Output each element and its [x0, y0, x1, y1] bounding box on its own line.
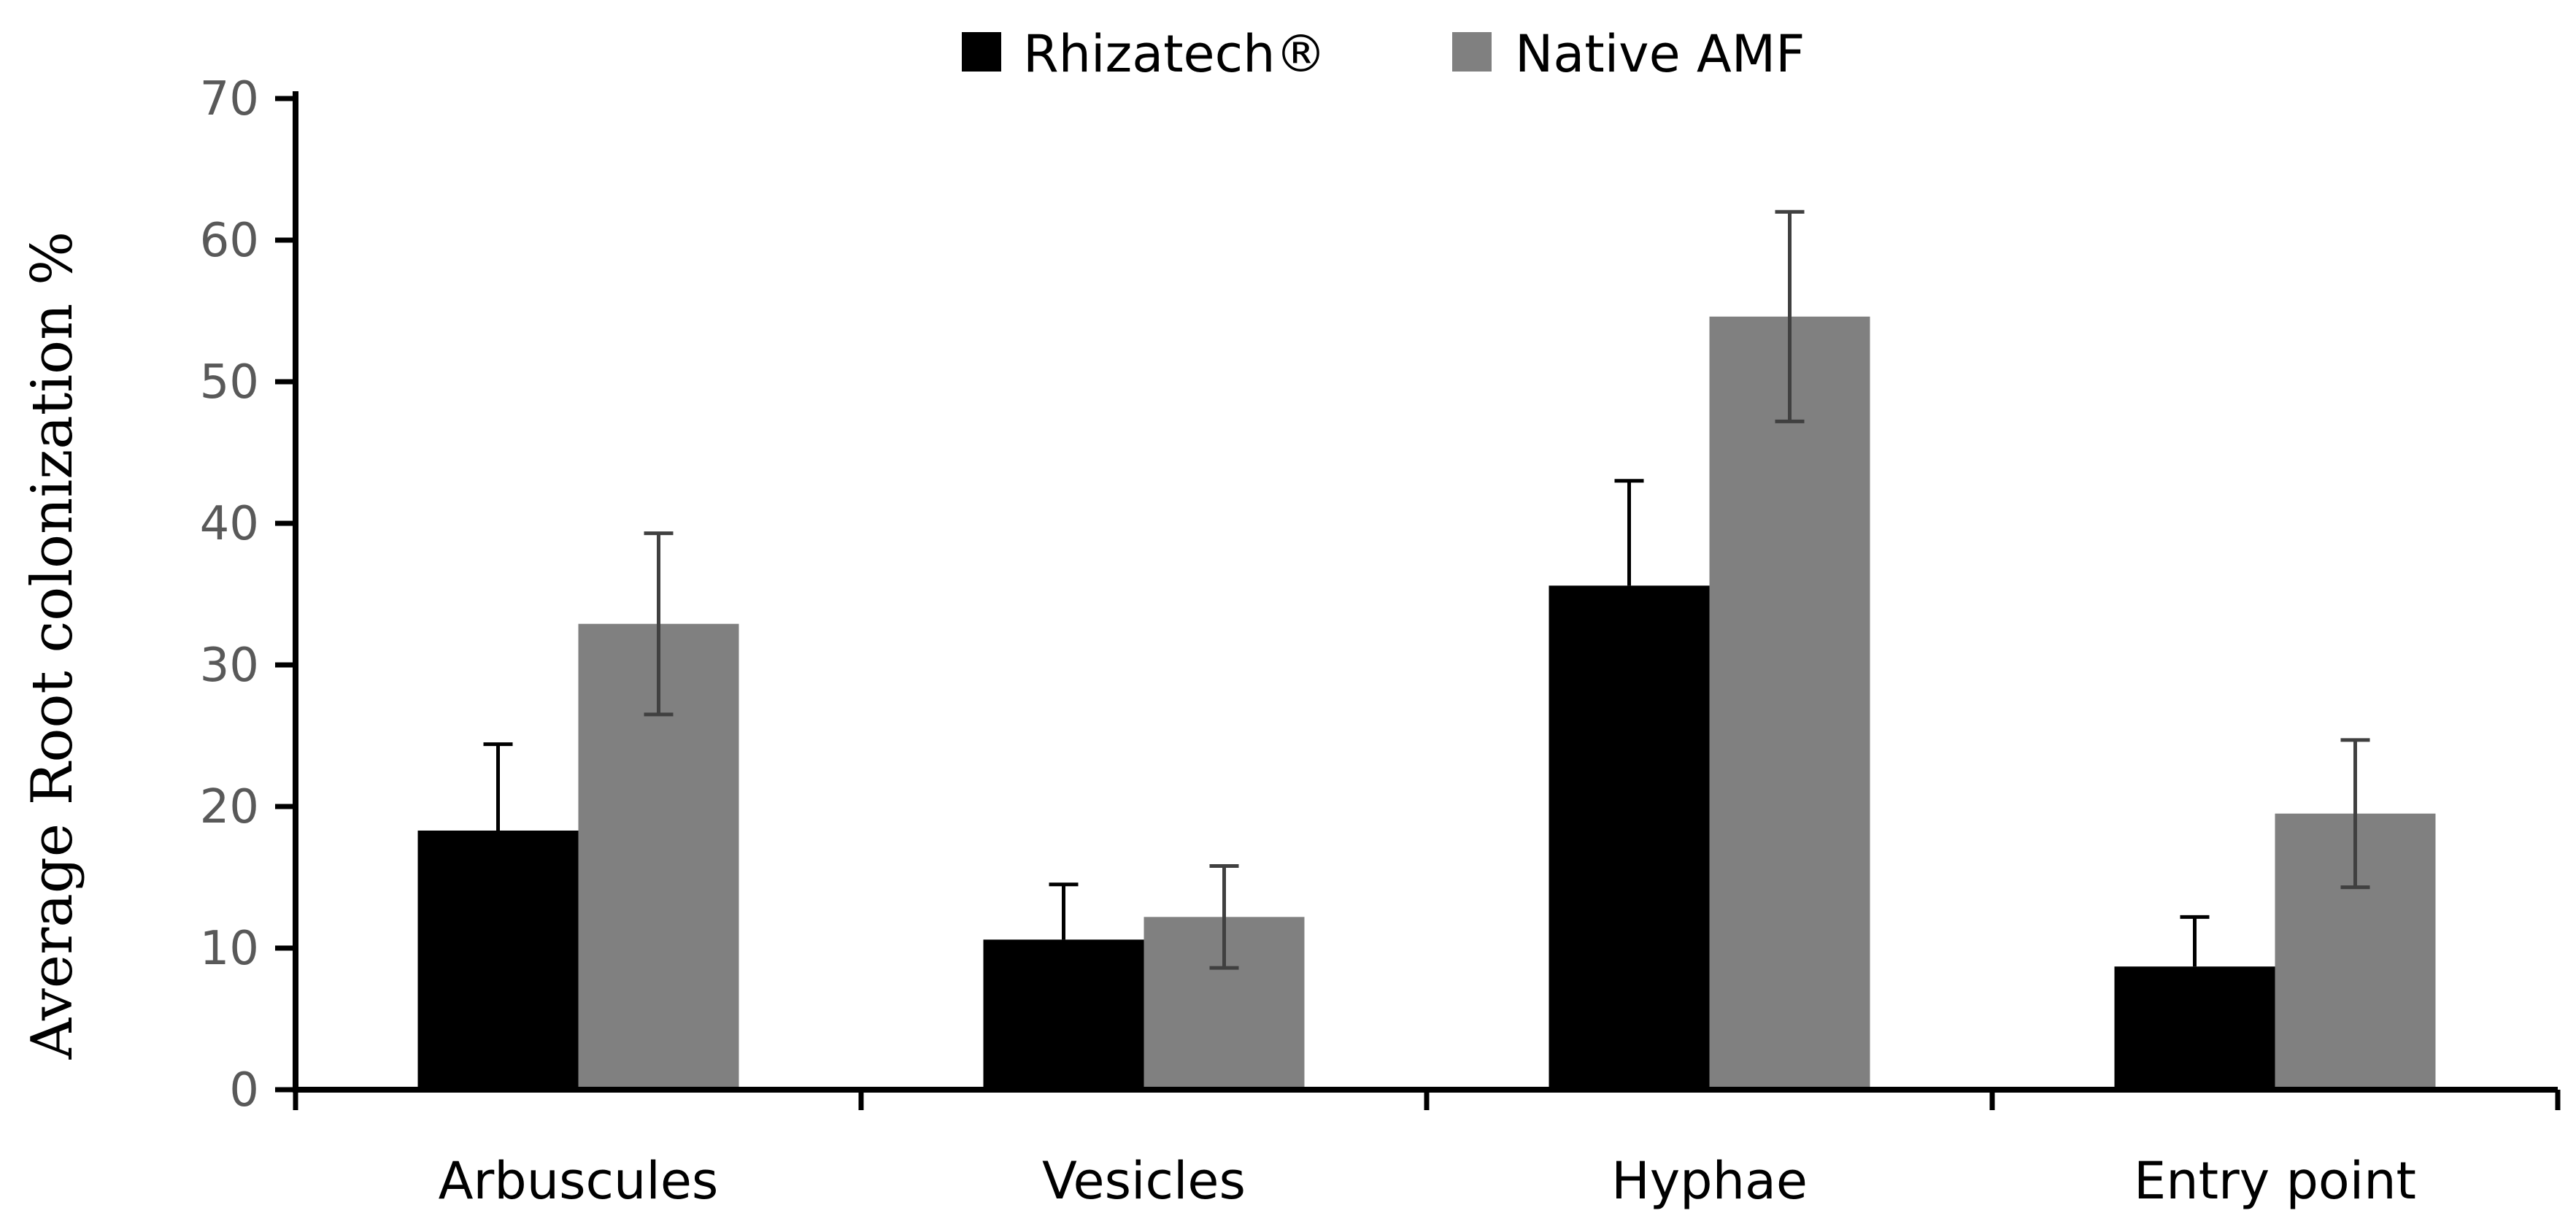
- error-bar-vesicles-rhizatech: [1049, 882, 1079, 940]
- error-bar-hyphae-rhizatech: [1614, 479, 1644, 586]
- legend: Rhizatech® Native AMF: [962, 24, 1805, 84]
- x-tick-label-arbuscules: Arbuscules: [439, 1151, 719, 1211]
- y-axis-ticks: 0 10 20 30 40 50 60 70: [200, 72, 259, 1117]
- bar-vesicles-rhizatech: [983, 939, 1144, 1090]
- y-tick-label-30: 30: [200, 639, 259, 693]
- x-tick-label-vesicles: Vesicles: [1042, 1151, 1246, 1211]
- y-tick-label-40: 40: [200, 497, 259, 551]
- error-bar-entry-point-rhizatech: [2180, 915, 2210, 967]
- error-bar-vesicles-native-amf: [1209, 863, 1239, 970]
- x-tick-label-entry-point: Entry point: [2134, 1151, 2416, 1211]
- y-axis-title: Average Root colonization %: [20, 231, 85, 1061]
- y-tick-label-50: 50: [200, 355, 259, 409]
- bar-hyphae-native-amf: [1709, 316, 1870, 1090]
- x-tick-label-hyphae: Hyphae: [1611, 1151, 1808, 1211]
- error-bar-arbuscules-native-amf: [644, 531, 674, 717]
- error-bars: [483, 209, 2370, 970]
- y-tick-label-60: 60: [200, 214, 259, 268]
- error-bar-arbuscules-rhizatech: [483, 742, 513, 831]
- y-tick-label-20: 20: [200, 780, 259, 834]
- bar-entry-point-rhizatech: [2114, 966, 2275, 1090]
- legend-label-rhizatech: Rhizatech®: [1023, 24, 1326, 84]
- legend-swatch-rhizatech: [962, 32, 1001, 72]
- axes: [275, 91, 2561, 1110]
- bar-hyphae-rhizatech: [1549, 585, 1710, 1090]
- y-tick-label-0: 0: [229, 1063, 259, 1117]
- legend-label-native-amf: Native AMF: [1515, 24, 1805, 84]
- error-bar-hyphae-native-amf: [1775, 209, 1805, 423]
- legend-swatch-native-amf: [1452, 32, 1492, 72]
- bar-arbuscules-rhizatech: [417, 830, 579, 1090]
- x-axis-ticks: Arbuscules Vesicles Hyphae Entry point: [439, 1151, 2416, 1211]
- y-tick-label-70: 70: [200, 72, 259, 126]
- error-bar-entry-point-native-amf: [2340, 738, 2370, 890]
- y-tick-label-10: 10: [200, 922, 259, 976]
- bars: [417, 316, 2436, 1090]
